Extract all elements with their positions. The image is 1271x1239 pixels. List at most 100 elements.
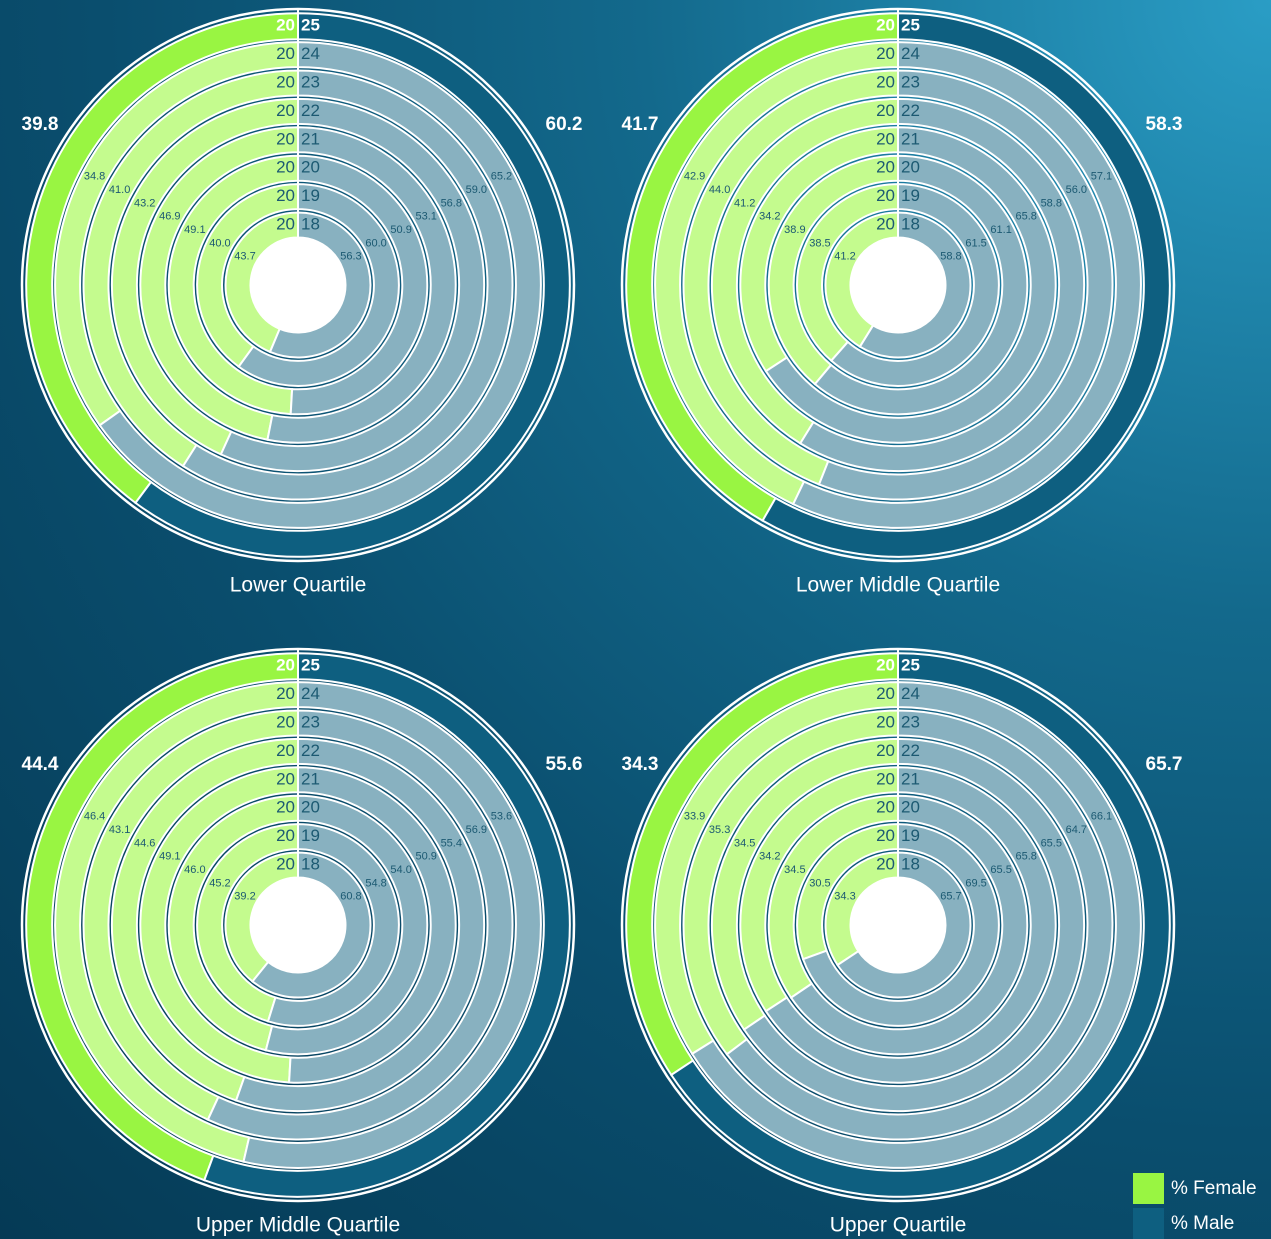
- value-label: 58.8: [1041, 197, 1062, 209]
- value-label: 34.2: [759, 851, 780, 863]
- year-prefix: 20: [876, 712, 895, 731]
- ring-segment: [289, 154, 429, 416]
- ring-segment: [791, 41, 1142, 529]
- value-label: 65.5: [1041, 837, 1062, 849]
- year-prefix: 20: [276, 826, 295, 845]
- value-label: 44.6: [134, 837, 155, 849]
- value-label: 46.0: [184, 864, 205, 876]
- value-label: 56.0: [1066, 184, 1087, 196]
- value-label: 49.1: [159, 851, 180, 863]
- ring-segment: [206, 709, 514, 1141]
- ring-segment: [181, 69, 514, 501]
- ring-segment: [98, 41, 542, 529]
- ring-segment: [789, 794, 1029, 1056]
- year-label: 21: [901, 129, 920, 148]
- center-hole: [851, 238, 945, 332]
- year-label: 21: [901, 769, 920, 788]
- value-label: 65.8: [1015, 851, 1036, 863]
- ring-segment: [824, 211, 899, 349]
- year-label: 25: [901, 656, 920, 675]
- value-label: 56.8: [441, 197, 462, 209]
- year-label: 23: [301, 72, 320, 91]
- value-label: 46.9: [159, 211, 180, 223]
- value-label: 65.7: [940, 891, 961, 903]
- ring-segment: [224, 851, 299, 983]
- year-label: 25: [301, 16, 320, 35]
- value-label: 38.9: [784, 224, 805, 236]
- outer-value-label: 60.2: [546, 114, 583, 135]
- year-prefix: 20: [876, 129, 895, 148]
- ring-segment: [824, 851, 899, 967]
- chart-title: Lower Quartile: [230, 574, 367, 597]
- year-prefix: 20: [276, 684, 295, 703]
- year-label: 25: [301, 656, 320, 675]
- year-prefix: 20: [876, 826, 895, 845]
- year-label: 23: [901, 72, 920, 91]
- ring-segment: [801, 823, 1000, 1027]
- year-prefix: 20: [876, 741, 895, 760]
- outer-value-label: 41.7: [622, 114, 659, 135]
- value-label: 43.7: [234, 251, 255, 263]
- year-label: 24: [901, 44, 920, 63]
- value-label: 49.1: [184, 224, 205, 236]
- value-label: 34.2: [759, 211, 780, 223]
- ring-segment: [764, 126, 1057, 444]
- value-label: 56.3: [340, 251, 361, 263]
- chart-title: Lower Middle Quartile: [796, 574, 1000, 597]
- year-prefix: 20: [876, 186, 895, 205]
- ring-segment: [266, 126, 457, 444]
- ring-segment: [237, 183, 400, 387]
- ring-segment: [234, 737, 486, 1113]
- ring-segment: [829, 183, 1000, 387]
- value-label: 44.0: [709, 184, 730, 196]
- ring-segment: [858, 211, 972, 359]
- year-prefix: 20: [276, 656, 295, 675]
- value-label: 69.5: [965, 877, 986, 889]
- year-label: 18: [901, 854, 920, 873]
- center-hole: [851, 878, 945, 972]
- legend-label: % Male: [1171, 1213, 1234, 1234]
- ring-segment: [167, 154, 299, 416]
- legend-label: % Female: [1171, 1178, 1257, 1199]
- ring-segment: [798, 97, 1086, 473]
- ring-segment: [264, 794, 429, 1056]
- year-prefix: 20: [276, 854, 295, 873]
- year-prefix: 20: [276, 16, 295, 35]
- ring-segment: [669, 652, 1171, 1198]
- year-label: 19: [301, 186, 320, 205]
- year-label: 22: [901, 741, 920, 760]
- legend-swatch: [1133, 1208, 1164, 1239]
- outer-value-label: 34.3: [622, 754, 659, 775]
- value-label: 53.1: [415, 211, 436, 223]
- value-label: 34.3: [834, 891, 855, 903]
- value-label: 34.8: [84, 171, 105, 183]
- value-label: 66.1: [1091, 811, 1112, 823]
- radial-chart: 34.3 65.7 20 18 30.5 69.5 20 19 34.5 65.5 20 20 34.2…: [620, 647, 1182, 1237]
- ring-segment: [224, 211, 299, 354]
- year-prefix: 20: [276, 72, 295, 91]
- year-label: 18: [301, 214, 320, 233]
- value-label: 43.1: [109, 824, 130, 836]
- radial-chart: 41.2 58.8 20 18 38.5 61.5 20 19 38.9 61.1 20 20 34.2…: [620, 7, 1182, 597]
- year-label: 25: [901, 16, 920, 35]
- year-prefix: 20: [276, 741, 295, 760]
- legend: % Female % Male: [1133, 1173, 1257, 1239]
- year-label: 18: [901, 214, 920, 233]
- ring-segment: [813, 154, 1029, 416]
- year-label: 18: [301, 854, 320, 873]
- value-label: 65.5: [990, 864, 1011, 876]
- outer-value-label: 39.8: [22, 114, 59, 135]
- value-label: 54.8: [365, 877, 386, 889]
- year-prefix: 20: [876, 16, 895, 35]
- value-label: 59.0: [466, 184, 487, 196]
- value-label: 33.9: [684, 811, 705, 823]
- year-prefix: 20: [276, 129, 295, 148]
- ring-segment: [219, 97, 486, 473]
- ring-segment: [196, 823, 299, 1023]
- center-hole: [251, 238, 345, 332]
- year-label: 21: [301, 129, 320, 148]
- year-prefix: 20: [876, 72, 895, 91]
- ring-segment: [690, 681, 1142, 1169]
- outer-value-label: 44.4: [22, 754, 59, 775]
